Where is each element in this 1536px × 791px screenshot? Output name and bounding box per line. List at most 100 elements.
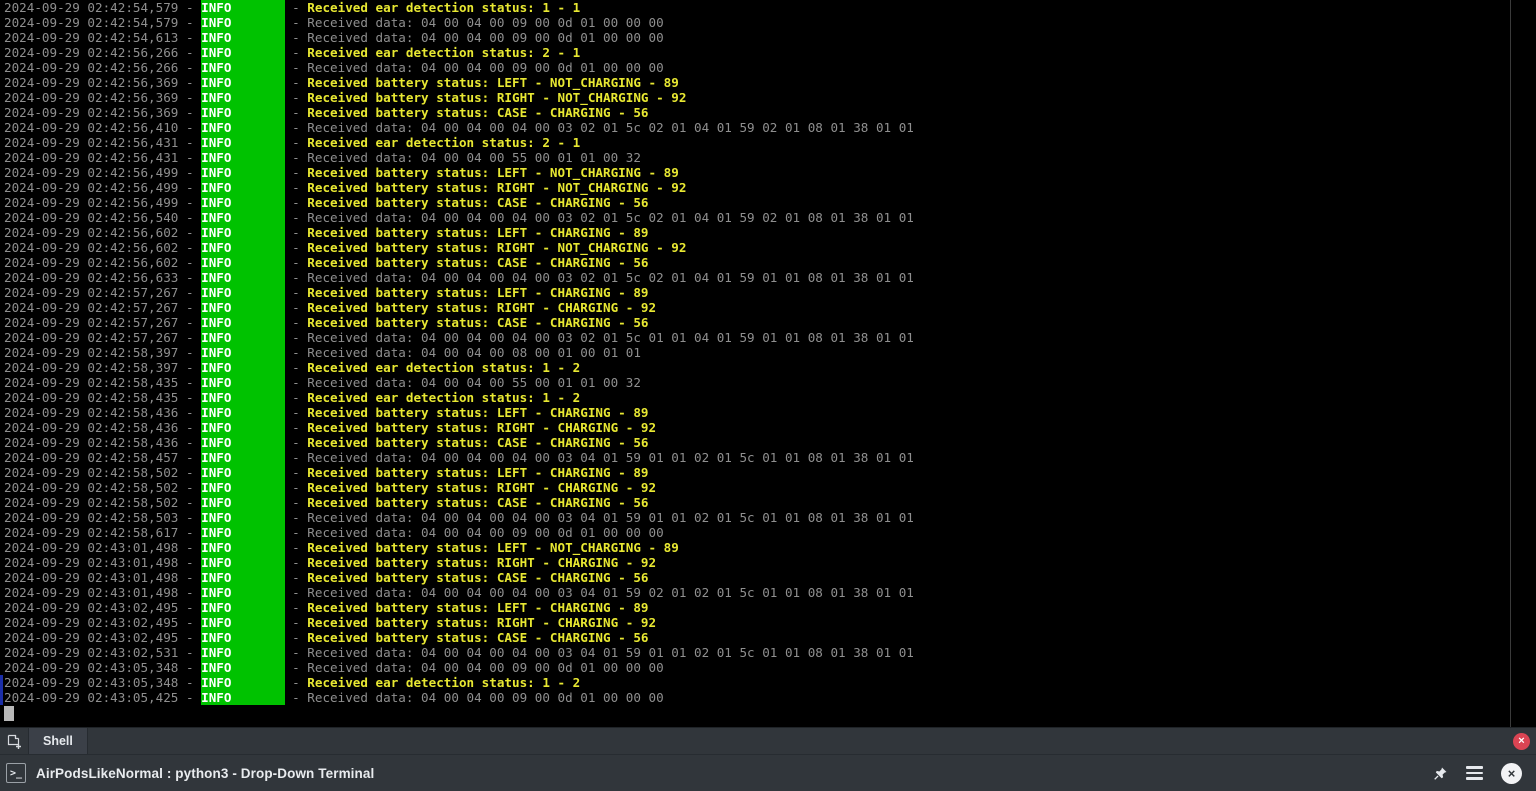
log-status-message: Received battery status: RIGHT - CHARGIN… [307, 480, 657, 495]
log-separator: - [284, 495, 308, 510]
log-line: 2024-09-29 02:42:58,503 - INFO - Receive… [0, 510, 1510, 525]
tab-shell[interactable]: Shell [28, 728, 88, 754]
log-data-message: Received data: 04 00 04 00 09 00 0d 01 0… [307, 15, 664, 30]
new-tab-icon[interactable] [0, 728, 28, 754]
log-separator: - [284, 420, 308, 435]
log-level-badge: INFO [201, 525, 285, 540]
log-line: 2024-09-29 02:42:58,617 - INFO - Receive… [0, 525, 1510, 540]
log-status-message: Received battery status: LEFT - CHARGING… [307, 285, 649, 300]
log-level-badge: INFO [201, 165, 285, 180]
log-status-message: Received battery status: RIGHT - CHARGIN… [307, 555, 657, 570]
log-level-badge: INFO [201, 210, 285, 225]
terminal-prompt-icon: >_ [6, 763, 26, 783]
log-level-badge: INFO [201, 105, 285, 120]
terminal-right-divider [1510, 0, 1511, 727]
log-level-badge: INFO [201, 465, 285, 480]
log-line: 2024-09-29 02:43:05,425 - INFO - Receive… [0, 690, 1510, 705]
log-status-message: Received battery status: LEFT - NOT_CHAR… [307, 540, 679, 555]
terminal-output-area[interactable]: 2024-09-29 02:42:54,579 - INFO - Receive… [0, 0, 1536, 727]
tab-bar-spacer [88, 728, 1513, 754]
log-timestamp: 2024-09-29 02:42:56,266 - [4, 60, 202, 75]
log-level-badge: INFO [201, 405, 285, 420]
tab-bar: Shell × [0, 727, 1536, 754]
log-line: 2024-09-29 02:42:57,267 - INFO - Receive… [0, 330, 1510, 345]
log-data-message: Received data: 04 00 04 00 04 00 03 04 0… [307, 510, 914, 525]
log-data-message: Received data: 04 00 04 00 09 00 0d 01 0… [307, 60, 664, 75]
log-line: 2024-09-29 02:42:58,435 - INFO - Receive… [0, 390, 1510, 405]
log-level-badge: INFO [201, 195, 285, 210]
log-separator: - [284, 555, 308, 570]
log-level-badge: INFO [201, 660, 285, 675]
log-timestamp: 2024-09-29 02:42:58,502 - [4, 480, 202, 495]
pin-icon[interactable] [1433, 766, 1448, 781]
log-level-badge: INFO [201, 135, 285, 150]
log-line: 2024-09-29 02:42:56,499 - INFO - Receive… [0, 165, 1510, 180]
log-line: 2024-09-29 02:43:02,495 - INFO - Receive… [0, 615, 1510, 630]
log-level-badge: INFO [201, 420, 285, 435]
log-separator: - [284, 525, 308, 540]
log-timestamp: 2024-09-29 02:42:58,435 - [4, 375, 202, 390]
log-level-badge: INFO [201, 585, 285, 600]
log-line: 2024-09-29 02:43:05,348 - INFO - Receive… [0, 660, 1510, 675]
log-data-message: Received data: 04 00 04 00 09 00 0d 01 0… [307, 690, 664, 705]
log-separator: - [284, 570, 308, 585]
log-line: 2024-09-29 02:43:02,495 - INFO - Receive… [0, 630, 1510, 645]
log-level-badge: INFO [201, 300, 285, 315]
log-separator: - [284, 180, 308, 195]
log-timestamp: 2024-09-29 02:43:01,498 - [4, 585, 202, 600]
close-tab-icon[interactable]: × [1513, 732, 1530, 750]
log-level-badge: INFO [201, 390, 285, 405]
log-line: 2024-09-29 02:42:58,436 - INFO - Receive… [0, 435, 1510, 450]
log-timestamp: 2024-09-29 02:43:02,531 - [4, 645, 202, 660]
tab-bar-actions: × [1513, 728, 1536, 754]
log-line: 2024-09-29 02:42:58,502 - INFO - Receive… [0, 465, 1510, 480]
log-data-message: Received data: 04 00 04 00 09 00 0d 01 0… [307, 30, 664, 45]
log-timestamp: 2024-09-29 02:42:56,369 - [4, 90, 202, 105]
log-level-badge: INFO [201, 75, 285, 90]
log-level-badge: INFO [201, 270, 285, 285]
log-level-badge: INFO [201, 255, 285, 270]
log-level-badge: INFO [201, 330, 285, 345]
log-data-message: Received data: 04 00 04 00 04 00 03 02 0… [307, 120, 914, 135]
log-separator: - [284, 585, 308, 600]
log-separator: - [284, 315, 308, 330]
log-data-message: Received data: 04 00 04 00 08 00 01 00 0… [307, 345, 641, 360]
log-separator: - [284, 150, 308, 165]
log-line: 2024-09-29 02:42:57,267 - INFO - Receive… [0, 300, 1510, 315]
log-status-message: Received battery status: LEFT - CHARGING… [307, 225, 649, 240]
terminal-scrollbar-track[interactable] [1511, 0, 1536, 727]
log-level-badge: INFO [201, 675, 285, 690]
block-cursor [4, 706, 14, 721]
close-window-icon[interactable]: × [1501, 762, 1522, 784]
log-line: 2024-09-29 02:43:01,498 - INFO - Receive… [0, 570, 1510, 585]
window-title: AirPodsLikeNormal : python3 - Drop-Down … [36, 765, 375, 781]
log-status-message: Received ear detection status: 1 - 1 [307, 0, 581, 15]
log-separator: - [284, 690, 308, 705]
log-timestamp: 2024-09-29 02:42:58,617 - [4, 525, 202, 540]
log-timestamp: 2024-09-29 02:42:56,431 - [4, 135, 202, 150]
log-separator: - [284, 330, 308, 345]
log-level-badge: INFO [201, 0, 285, 15]
log-separator: - [284, 375, 308, 390]
log-line: 2024-09-29 02:42:56,602 - INFO - Receive… [0, 255, 1510, 270]
log-line: 2024-09-29 02:43:01,498 - INFO - Receive… [0, 555, 1510, 570]
log-timestamp: 2024-09-29 02:43:05,348 - [4, 675, 202, 690]
log-level-badge: INFO [201, 360, 285, 375]
log-timestamp: 2024-09-29 02:42:58,397 - [4, 360, 202, 375]
log-line: 2024-09-29 02:42:56,499 - INFO - Receive… [0, 180, 1510, 195]
log-status-message: Received battery status: LEFT - CHARGING… [307, 465, 649, 480]
hamburger-menu-icon[interactable] [1466, 766, 1483, 780]
status-bar: >_ AirPodsLikeNormal : python3 - Drop-Do… [0, 754, 1536, 791]
log-timestamp: 2024-09-29 02:42:58,457 - [4, 450, 202, 465]
log-timestamp: 2024-09-29 02:42:56,266 - [4, 45, 202, 60]
log-status-message: Received battery status: LEFT - CHARGING… [307, 600, 649, 615]
log-separator: - [284, 45, 308, 60]
log-timestamp: 2024-09-29 02:42:56,431 - [4, 150, 202, 165]
log-separator: - [284, 660, 308, 675]
log-line: 2024-09-29 02:43:01,498 - INFO - Receive… [0, 585, 1510, 600]
log-timestamp: 2024-09-29 02:42:56,369 - [4, 105, 202, 120]
log-separator: - [284, 435, 308, 450]
log-status-message: Received ear detection status: 1 - 2 [307, 360, 581, 375]
log-separator: - [284, 135, 308, 150]
log-separator: - [284, 30, 308, 45]
